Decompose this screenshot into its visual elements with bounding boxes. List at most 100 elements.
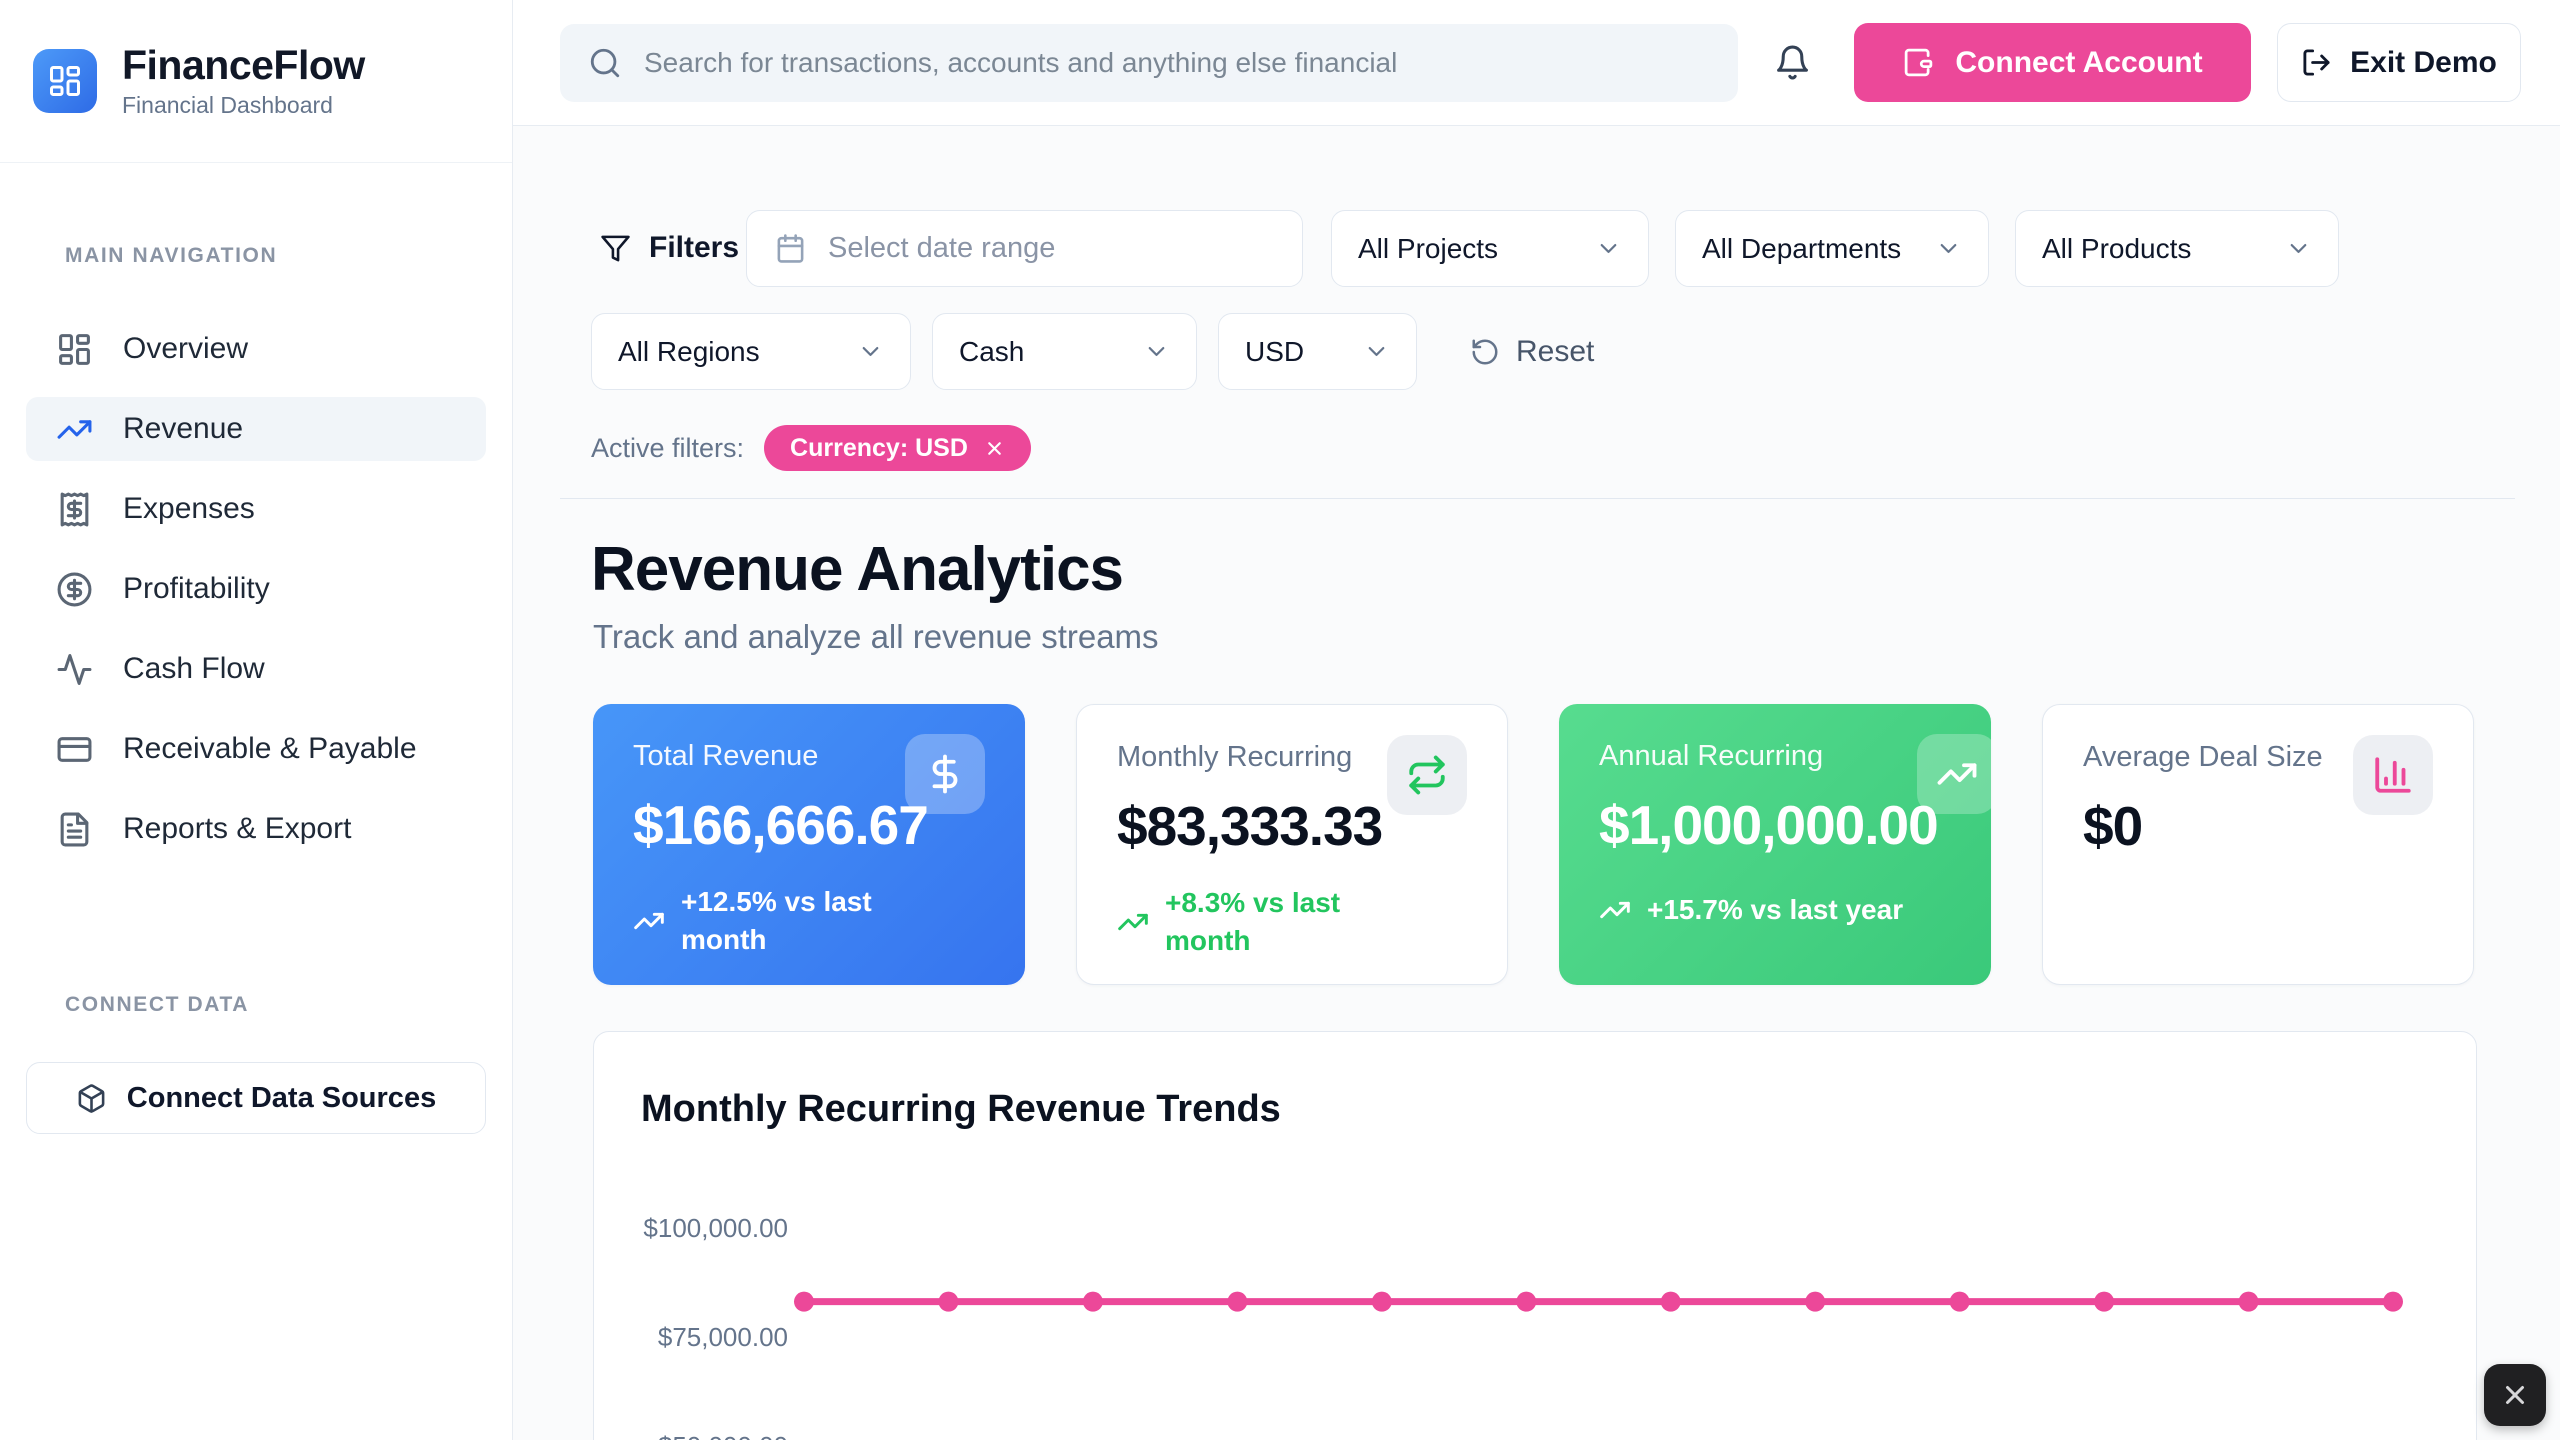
app-tagline: Financial Dashboard — [122, 92, 333, 119]
connect-account-label: Connect Account — [1955, 45, 2203, 79]
departments-filter-select[interactable]: All Departments — [1675, 210, 1989, 287]
chevron-down-icon — [1148, 347, 1165, 356]
data-point-marker — [1805, 1291, 1826, 1312]
sidebar-item-reports-export[interactable]: Reports & Export — [26, 797, 486, 861]
sidebar-item-label: Expenses — [123, 492, 255, 525]
data-point-marker — [2094, 1291, 2115, 1312]
data-point-marker — [794, 1291, 814, 1312]
rotate-ccw-icon — [1472, 339, 1498, 364]
y-axis-tick-label: $100,000.00 — [643, 1213, 788, 1243]
top-bar: Connect Account Exit Demo — [513, 0, 2560, 126]
filters-label-text: Filters — [649, 231, 740, 264]
data-point-marker — [1371, 1291, 1392, 1312]
monthly-recurring-card: Monthly Recurring $83,333.33 +8.3% vs la… — [1076, 704, 1508, 985]
dollar-sign-icon — [905, 734, 985, 814]
trending-up-icon — [634, 912, 664, 929]
brand: FinanceFlow Financial Dashboard — [0, 0, 512, 163]
search-bar[interactable] — [560, 23, 1738, 102]
products-filter-select[interactable]: All Products — [2015, 210, 2339, 287]
mrr-line-chart: $100,000.00 $75,000.00 $50,000.00 — [594, 1032, 2478, 1440]
projects-filter-select[interactable]: All Projects — [1331, 210, 1649, 287]
select-value: All Departments — [1702, 232, 1902, 264]
mrr-trends-chart-card: Monthly Recurring Revenue Trends $100,00… — [593, 1031, 2477, 1440]
line-series — [794, 1291, 2403, 1312]
select-value: All Products — [2042, 232, 2192, 264]
card-value: $0 — [2083, 795, 2143, 857]
credit-card-icon — [56, 731, 93, 768]
trending-up-icon — [1118, 913, 1148, 930]
bar-chart-icon — [2353, 735, 2433, 815]
active-filters-label: Active filters: — [591, 432, 745, 463]
connect-data-sources-button[interactable]: Connect Data Sources — [26, 1062, 486, 1134]
sidebar-item-receivable-payable[interactable]: Receivable & Payable — [26, 717, 486, 781]
sidebar: FinanceFlow Financial Dashboard MAIN NAV… — [0, 0, 513, 1440]
sidebar-item-overview[interactable]: Overview — [26, 317, 486, 381]
chevron-down-icon — [2290, 244, 2307, 253]
active-filters-row: Active filters: Currency: USD — [591, 425, 1031, 471]
activity-icon — [56, 651, 93, 688]
sidebar-item-label: Overview — [123, 332, 249, 365]
regions-filter-select[interactable]: All Regions — [591, 313, 911, 390]
sidebar-item-expenses[interactable]: Expenses — [26, 477, 486, 541]
trending-up-icon — [1600, 901, 1630, 919]
page-title: Revenue Analytics — [591, 535, 1124, 604]
select-value: USD — [1245, 335, 1305, 367]
sidebar-item-revenue[interactable]: Revenue — [26, 397, 486, 461]
section-divider — [560, 498, 2515, 499]
currency-filter-select[interactable]: USD — [1218, 313, 1417, 390]
close-icon[interactable] — [984, 438, 1005, 459]
app-title: FinanceFlow — [122, 41, 365, 88]
total-revenue-card: Total Revenue $166,666.67 +12.5% vs last… — [593, 704, 1025, 985]
active-filter-chip-currency[interactable]: Currency: USD — [764, 425, 1031, 471]
select-value: Cash — [959, 335, 1025, 367]
chevron-down-icon — [862, 347, 879, 356]
search-icon — [590, 48, 620, 77]
chevron-down-icon — [1940, 244, 1957, 253]
annual-recurring-card: Annual Recurring $1,000,000.00 +15.7% vs… — [1559, 704, 1991, 985]
trending-up-icon — [56, 411, 93, 448]
card-value: $83,333.33 — [1117, 795, 1383, 857]
trending-up-icon — [1917, 734, 1991, 814]
main-navigation: Overview Revenue Expenses Profitability … — [26, 317, 486, 877]
search-input[interactable] — [644, 46, 1710, 79]
package-icon — [78, 1083, 105, 1113]
exit-demo-button[interactable]: Exit Demo — [2277, 23, 2521, 102]
overlay-close-button[interactable] — [2484, 1364, 2546, 1426]
layout-dashboard-icon — [50, 66, 80, 96]
connect-account-button[interactable]: Connect Account — [1854, 23, 2251, 102]
notifications-button[interactable] — [1770, 41, 1814, 85]
app-logo — [33, 49, 97, 113]
data-point-marker — [1516, 1291, 1537, 1312]
data-point-marker — [2238, 1291, 2259, 1312]
card-delta: +8.3% vs last month — [1117, 884, 1467, 960]
stat-cards: Total Revenue $166,666.67 +12.5% vs last… — [593, 704, 2474, 985]
circle-dollar-icon — [56, 571, 93, 608]
card-delta: +12.5% vs last month — [633, 883, 985, 959]
sidebar-item-cash-flow[interactable]: Cash Flow — [26, 637, 486, 701]
date-range-placeholder: Select date range — [828, 232, 1056, 264]
sidebar-item-profitability[interactable]: Profitability — [26, 557, 486, 621]
page-subtitle: Track and analyze all revenue streams — [593, 618, 1159, 655]
nav-section-label: MAIN NAVIGATION — [65, 244, 278, 267]
date-range-input[interactable]: Select date range — [746, 210, 1303, 287]
sidebar-item-label: Cash Flow — [123, 652, 265, 685]
select-value: All Projects — [1358, 232, 1499, 264]
bell-icon — [1776, 45, 1808, 80]
sidebar-item-label: Reports & Export — [123, 812, 352, 845]
filter-funnel-icon — [601, 235, 630, 261]
card-label: Monthly Recurring — [1117, 741, 1353, 773]
card-value: $166,666.67 — [633, 794, 929, 856]
data-point-marker — [1082, 1291, 1103, 1312]
data-point-marker — [1949, 1291, 1970, 1312]
chevron-down-icon — [1368, 347, 1385, 356]
connect-data-sources-label: Connect Data Sources — [126, 1081, 437, 1114]
data-point-marker — [2383, 1291, 2403, 1312]
receipt-icon — [56, 491, 93, 528]
exit-demo-label: Exit Demo — [2350, 45, 2497, 79]
select-value: All Regions — [618, 335, 760, 367]
calendar-icon — [777, 234, 804, 263]
filters-label: Filters — [600, 231, 739, 265]
y-axis-tick-label: $50,000.00 — [614, 1431, 788, 1440]
reset-filters-button[interactable]: Reset — [1470, 313, 1594, 390]
payment-type-filter-select[interactable]: Cash — [932, 313, 1197, 390]
